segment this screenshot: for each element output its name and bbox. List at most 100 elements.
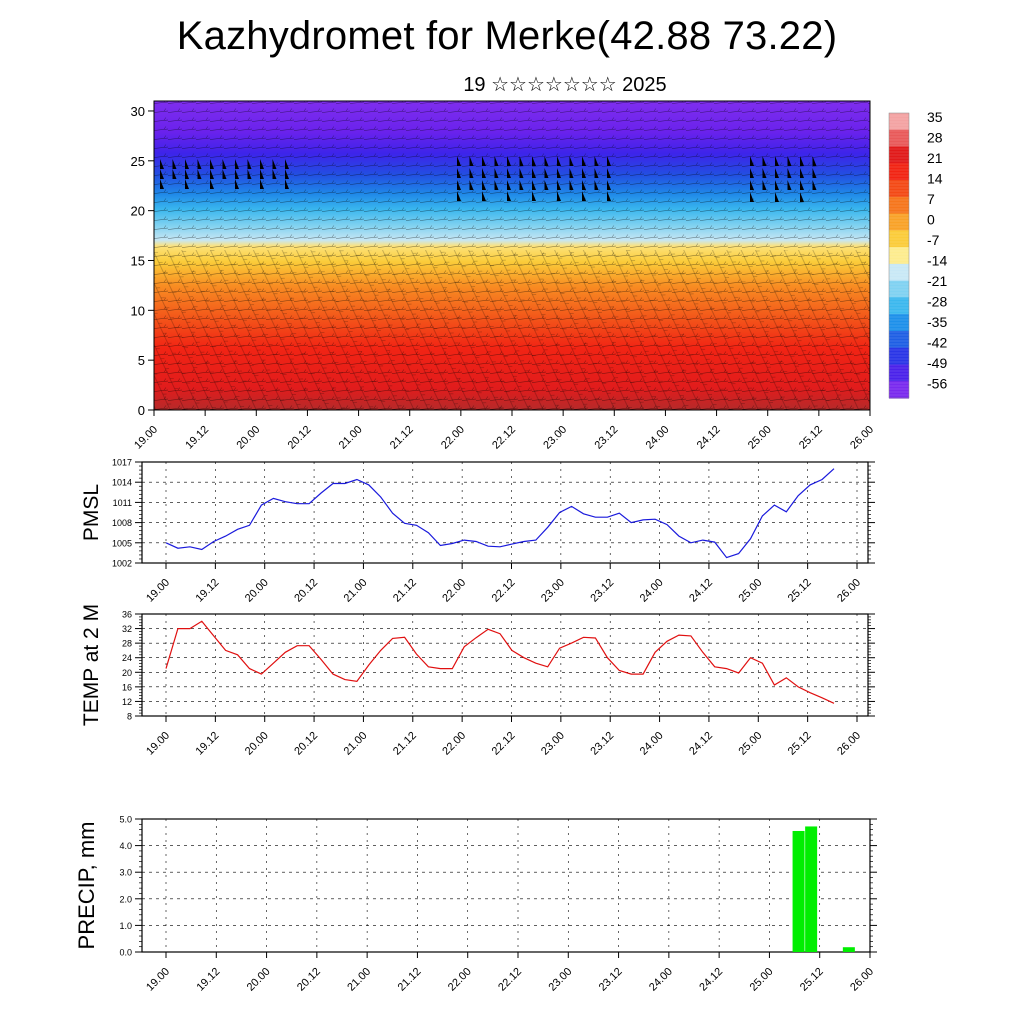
wind-flag-7 <box>185 179 189 189</box>
colorbar-swatch-16 <box>889 381 909 399</box>
colorbar-swatch-15 <box>889 364 909 382</box>
wind-flag-40 <box>494 168 499 178</box>
xtick-label-10: 24.00 <box>638 577 666 605</box>
hm-xtick-label-14: 26.00 <box>848 424 876 452</box>
xtick-label-14: 26.00 <box>848 966 876 994</box>
wind-flag-69 <box>594 180 599 190</box>
wind-flag-74 <box>750 156 754 166</box>
cross-section-panel <box>154 101 870 410</box>
wind-flag-17 <box>235 179 239 189</box>
wind-flag-88 <box>800 156 804 166</box>
panel-ylabel: PRECIP, mm <box>74 822 99 950</box>
wind-flag-59 <box>557 191 561 201</box>
wind-flag-16 <box>235 169 239 179</box>
colorbar-swatch-13 <box>889 330 909 349</box>
hm-ytick-label-0: 0 <box>138 403 145 418</box>
xtick-label-14: 26.00 <box>835 577 863 605</box>
xtick-label-7: 22.12 <box>490 577 518 605</box>
hm-ytick-label-4: 20 <box>131 204 145 219</box>
xtick-label-2: 20.00 <box>243 730 271 758</box>
wind-flag-63 <box>582 156 586 166</box>
wind-flag-66 <box>582 191 586 201</box>
ytick-label-0: 0.0 <box>119 948 132 958</box>
xtick-label-6: 22.00 <box>446 966 474 994</box>
ytick-label-1: 1005 <box>112 538 132 548</box>
colorbar-label-7: -14 <box>927 253 947 269</box>
wind-flag-81 <box>775 156 779 166</box>
xtick-label-2: 20.00 <box>245 966 273 994</box>
xtick-label-3: 20.12 <box>295 966 323 994</box>
wind-flag-62 <box>569 180 574 190</box>
xtick-label-2: 20.00 <box>243 577 271 605</box>
wind-flag-27 <box>285 179 289 189</box>
wind-flag-5 <box>185 159 189 169</box>
wind-flag-31 <box>457 191 461 201</box>
wind-flag-8 <box>197 159 202 169</box>
xtick-label-5: 21.12 <box>391 730 419 758</box>
xtick-label-6: 22.00 <box>440 730 468 758</box>
panel-ylabel: PMSL <box>80 484 103 541</box>
hm-xtick-label-12: 25.00 <box>746 424 774 452</box>
hm-xtick-label-11: 24.12 <box>695 424 723 452</box>
temp-panel: 8 12 16 20 24 28 32 36 TEMP at 2 M 19.00 19.12 20.0… <box>80 604 875 758</box>
wind-flag-73 <box>607 191 611 201</box>
xtick-label-12: 25.00 <box>736 730 764 758</box>
panel-ylabel: TEMP at 2 M <box>80 604 103 726</box>
wind-flag-34 <box>469 180 474 190</box>
wind-flag-70 <box>607 156 611 166</box>
wind-flag-9 <box>197 169 202 179</box>
xtick-label-9: 23.12 <box>588 577 616 605</box>
colorbar-label-1: 28 <box>927 130 943 146</box>
precip-panel: 0.0 1.0 2.0 3.0 4.0 5.0 PRECIP, mm 19.00 19.12 20… <box>74 815 877 994</box>
temperature-line <box>165 620 835 704</box>
hm-xtick-label-9: 23.12 <box>592 424 620 452</box>
colorbar-frame <box>888 112 910 399</box>
colorbar: 35 28 21 14 7 0 -7 -14 -21 -28 -35 -42 -49 -56 <box>888 109 947 399</box>
xtick-label-9: 23.12 <box>588 730 616 758</box>
hm-xtick-label-2: 20.00 <box>234 424 262 452</box>
wind-flag-10 <box>210 159 214 169</box>
wind-flag-84 <box>775 192 779 202</box>
wind-flag-93 <box>812 168 817 178</box>
wind-flag-3 <box>172 159 177 169</box>
colorbar-label-4: 7 <box>927 191 935 207</box>
wind-flag-15 <box>235 159 239 169</box>
xtick-label-0: 19.00 <box>144 966 172 994</box>
xtick-label-6: 22.00 <box>440 577 468 605</box>
ytick-label-4: 24 <box>122 653 132 663</box>
xtick-label-1: 19.12 <box>194 577 222 605</box>
wind-flag-46 <box>519 156 524 166</box>
wind-flag-13 <box>222 159 227 169</box>
hm-ytick-label-6: 30 <box>131 104 145 119</box>
hm-xtick-label-6: 22.00 <box>439 424 467 452</box>
panel-frame <box>141 613 869 717</box>
xtick-label-7: 22.12 <box>496 966 524 994</box>
ytick-label-1: 12 <box>122 697 132 707</box>
ytick-label-2: 16 <box>122 682 132 692</box>
xtick-label-7: 22.12 <box>490 730 518 758</box>
wind-flag-35 <box>482 156 486 166</box>
xtick-label-13: 25.12 <box>798 966 826 994</box>
wind-flag-36 <box>482 168 486 178</box>
wind-flag-65 <box>582 180 586 190</box>
hm-xtick-label-5: 21.12 <box>388 424 416 452</box>
xtick-label-1: 19.12 <box>194 966 222 994</box>
precip-bar-2 <box>842 947 855 952</box>
ytick-label-5: 28 <box>122 639 132 649</box>
ytick-label-5: 5.0 <box>119 815 132 825</box>
xtick-label-3: 20.12 <box>292 730 320 758</box>
hm-xtick-label-10: 24.00 <box>644 424 672 452</box>
wind-flag-68 <box>594 168 599 178</box>
page-title: Kazhydromet for Merke(42.88 73.22) <box>176 14 838 58</box>
wind-flag-83 <box>775 180 779 190</box>
xtick-label-10: 24.00 <box>638 730 666 758</box>
colorbar-label-13: -56 <box>927 376 947 392</box>
colorbar-swatch-9 <box>889 263 909 282</box>
colorbar-label-2: 21 <box>927 150 943 166</box>
wind-flag-44 <box>507 180 511 190</box>
ytick-label-2: 2.0 <box>119 894 132 904</box>
xtick-label-8: 23.00 <box>546 966 574 994</box>
xtick-label-8: 23.00 <box>539 730 567 758</box>
colorbar-swatch-4 <box>889 180 909 198</box>
